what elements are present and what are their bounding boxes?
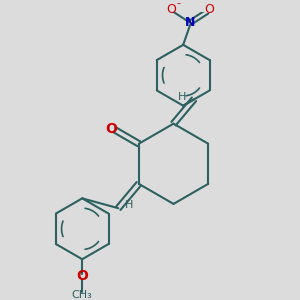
Text: N: N: [185, 16, 195, 29]
Text: O: O: [106, 122, 117, 136]
Text: H: H: [125, 200, 134, 210]
Text: CH₃: CH₃: [72, 290, 93, 300]
Text: H: H: [178, 92, 187, 101]
Text: O: O: [76, 269, 88, 283]
Text: O: O: [204, 3, 214, 16]
Text: -: -: [176, 0, 180, 8]
Text: O: O: [166, 3, 176, 16]
